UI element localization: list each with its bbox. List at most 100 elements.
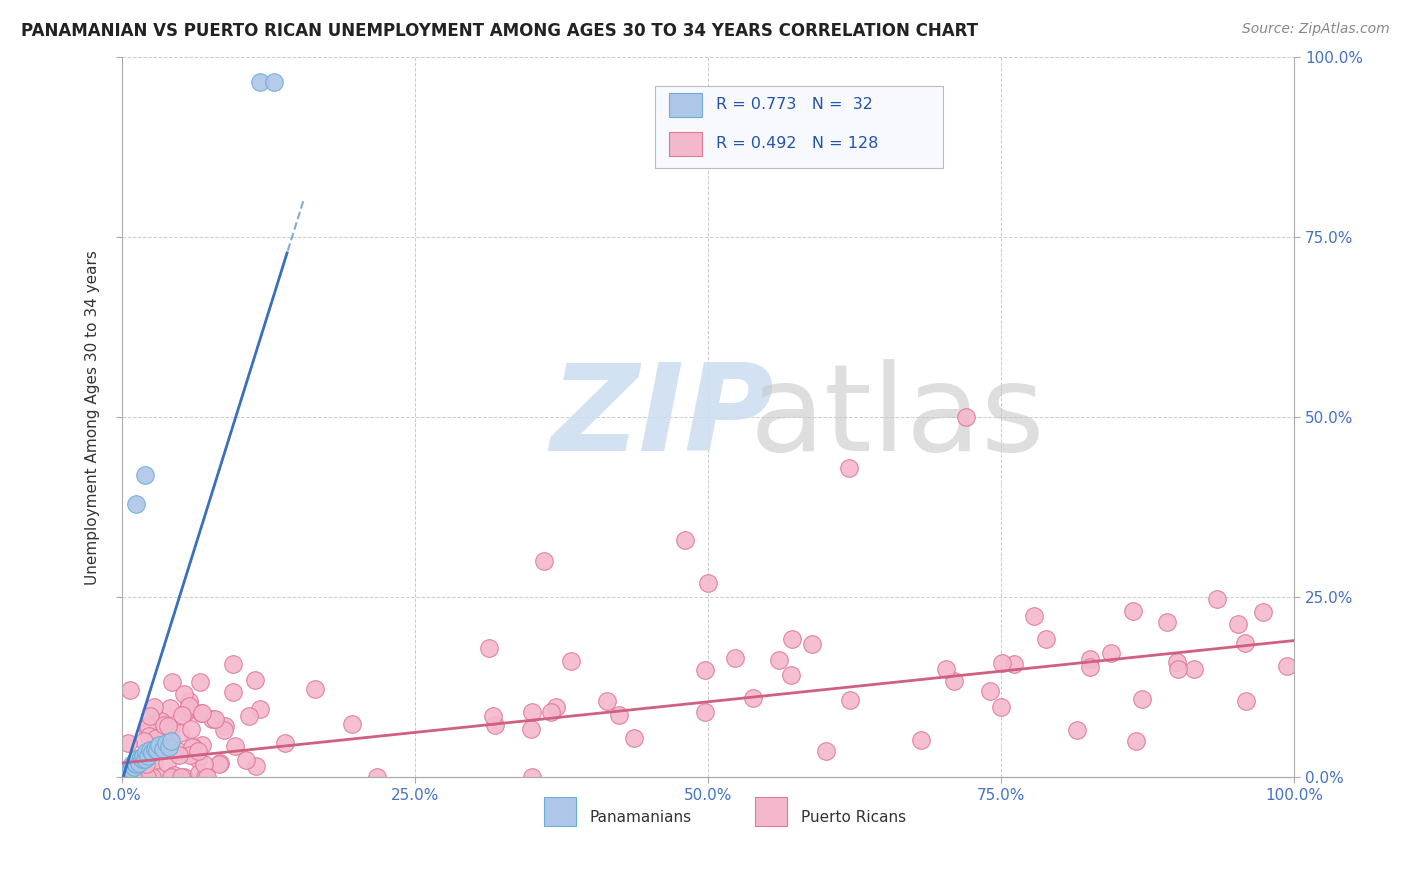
Point xyxy=(935,662,957,676)
Point xyxy=(141,745,163,759)
Point xyxy=(159,770,181,784)
Point xyxy=(222,657,245,671)
Point xyxy=(117,736,139,750)
Point xyxy=(814,744,837,758)
Point xyxy=(221,685,243,699)
Point xyxy=(1078,652,1101,666)
Point xyxy=(131,752,153,766)
Point xyxy=(157,740,180,755)
Point xyxy=(560,654,582,668)
Point xyxy=(693,705,716,719)
Point xyxy=(179,694,201,708)
Point xyxy=(187,766,209,780)
Point xyxy=(170,708,193,723)
Point xyxy=(263,75,285,89)
Point xyxy=(1125,733,1147,747)
Point xyxy=(179,701,201,715)
Point xyxy=(1167,662,1189,676)
Point xyxy=(152,741,174,756)
Point xyxy=(1251,606,1274,620)
Point xyxy=(838,693,860,707)
Point xyxy=(115,764,138,778)
Point xyxy=(186,751,208,765)
Point xyxy=(1234,694,1257,708)
FancyBboxPatch shape xyxy=(755,797,787,826)
Point xyxy=(623,731,645,746)
Point xyxy=(481,708,503,723)
Point xyxy=(163,768,186,782)
Point xyxy=(249,75,271,89)
Point xyxy=(191,738,214,752)
Point xyxy=(112,768,135,782)
Point xyxy=(238,709,260,723)
Point xyxy=(132,733,155,747)
Point xyxy=(128,756,150,770)
Point xyxy=(124,756,146,770)
Point xyxy=(173,687,195,701)
Point xyxy=(943,674,966,689)
Point xyxy=(159,770,181,784)
Point xyxy=(179,748,201,763)
Point xyxy=(742,691,765,706)
Point xyxy=(142,700,165,714)
Point xyxy=(120,762,142,776)
Point xyxy=(142,755,165,769)
Point xyxy=(146,743,169,757)
Point xyxy=(139,743,162,757)
Point xyxy=(169,725,191,739)
Point xyxy=(160,734,183,748)
Point xyxy=(134,752,156,766)
Point xyxy=(138,718,160,732)
Point xyxy=(779,668,801,682)
Point xyxy=(139,709,162,723)
Point xyxy=(768,653,790,667)
Point xyxy=(159,701,181,715)
Point xyxy=(520,705,543,719)
Point xyxy=(141,770,163,784)
Point xyxy=(724,650,747,665)
Point xyxy=(1234,636,1257,650)
Point xyxy=(1078,660,1101,674)
Point xyxy=(193,756,215,771)
Point xyxy=(153,718,176,732)
Point xyxy=(167,748,190,763)
Point xyxy=(1130,691,1153,706)
Point xyxy=(155,736,177,750)
Y-axis label: Unemployment Among Ages 30 to 34 years: Unemployment Among Ages 30 to 34 years xyxy=(86,250,100,584)
Point xyxy=(173,770,195,784)
Point xyxy=(235,753,257,767)
Point xyxy=(150,714,173,728)
Point xyxy=(1066,723,1088,738)
Point xyxy=(134,467,156,482)
Point xyxy=(204,712,226,726)
Point xyxy=(520,770,543,784)
Point xyxy=(1166,655,1188,669)
Point xyxy=(148,738,170,752)
Point xyxy=(304,681,326,696)
Point xyxy=(181,739,204,754)
Point xyxy=(136,724,159,739)
Text: R = 0.773   N =  32: R = 0.773 N = 32 xyxy=(716,97,873,112)
Point xyxy=(1156,615,1178,630)
Point xyxy=(143,741,166,756)
Point xyxy=(695,663,717,677)
Point xyxy=(121,757,143,772)
Text: Puerto Ricans: Puerto Ricans xyxy=(801,810,905,824)
Point xyxy=(114,767,136,781)
Point xyxy=(195,770,218,784)
Text: PANAMANIAN VS PUERTO RICAN UNEMPLOYMENT AMONG AGES 30 TO 34 YEARS CORRELATION CH: PANAMANIAN VS PUERTO RICAN UNEMPLOYMENT … xyxy=(21,22,979,40)
Point xyxy=(114,764,136,779)
Text: R = 0.492   N = 128: R = 0.492 N = 128 xyxy=(716,136,879,152)
Point xyxy=(838,460,860,475)
Point xyxy=(180,740,202,755)
Point xyxy=(146,770,169,784)
Point xyxy=(214,723,236,737)
Point xyxy=(477,641,499,656)
Point xyxy=(190,706,212,720)
Point xyxy=(1226,617,1249,632)
Point xyxy=(208,757,231,772)
Point xyxy=(245,758,267,772)
Point xyxy=(224,739,246,753)
Point xyxy=(122,770,145,784)
Point xyxy=(673,533,696,547)
